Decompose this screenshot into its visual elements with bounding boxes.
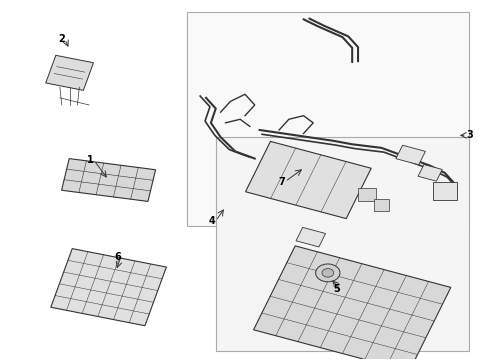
Polygon shape xyxy=(433,182,457,200)
Text: 4: 4 xyxy=(209,216,216,226)
Text: 5: 5 xyxy=(333,284,340,294)
Polygon shape xyxy=(296,228,325,247)
Text: 7: 7 xyxy=(278,177,285,187)
Polygon shape xyxy=(396,145,425,165)
Polygon shape xyxy=(245,141,371,219)
Bar xyxy=(187,12,469,226)
Polygon shape xyxy=(374,199,389,211)
Polygon shape xyxy=(418,165,442,181)
Polygon shape xyxy=(62,159,155,201)
Text: 2: 2 xyxy=(58,34,65,44)
Polygon shape xyxy=(46,55,94,90)
Bar xyxy=(216,137,469,351)
Text: 1: 1 xyxy=(87,156,94,165)
Text: 3: 3 xyxy=(466,130,473,140)
Polygon shape xyxy=(253,246,451,360)
Circle shape xyxy=(322,269,334,277)
Polygon shape xyxy=(358,188,375,201)
Circle shape xyxy=(316,264,340,282)
Text: 6: 6 xyxy=(114,252,121,262)
Polygon shape xyxy=(51,249,167,326)
